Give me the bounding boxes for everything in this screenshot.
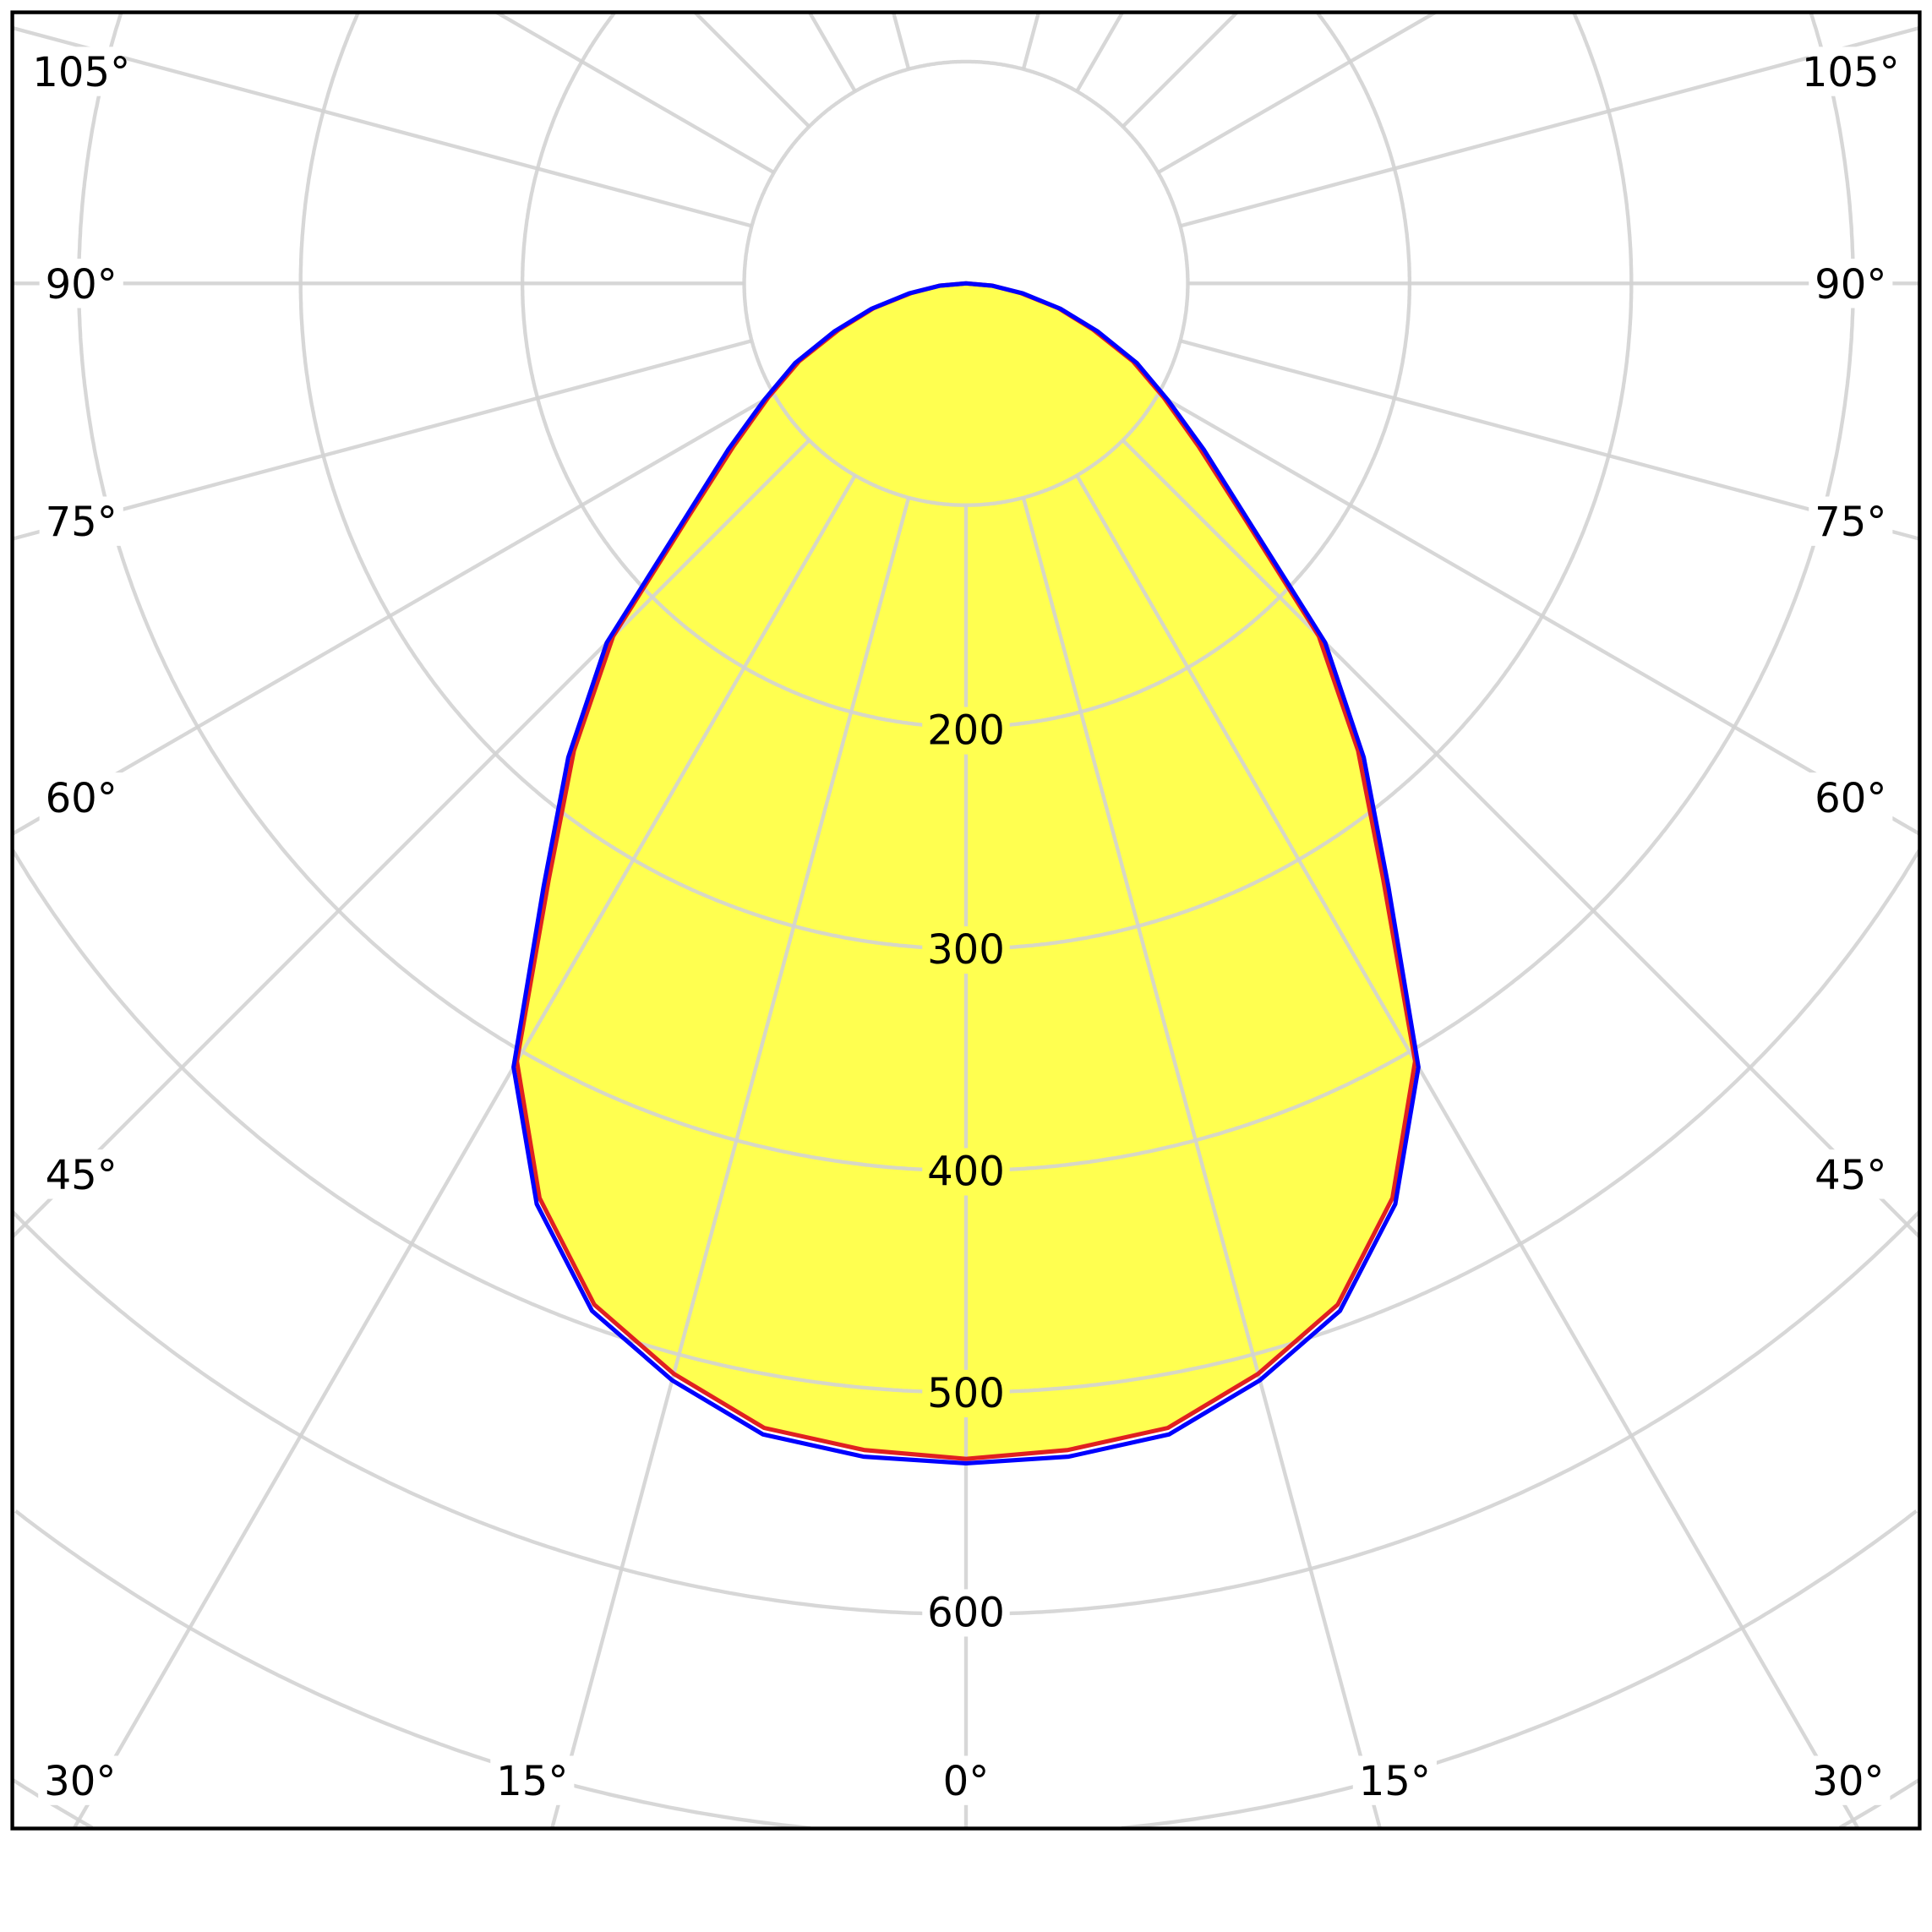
curve-layer [511, 281, 1421, 1465]
angle-label-bottom-bg [490, 1755, 575, 1805]
grid-ray--75 [12, 339, 753, 541]
angle-label-right-bg [1809, 46, 1893, 96]
grid-ray--15 [550, 497, 911, 1830]
grid-ray--60 [11, 392, 775, 836]
plot-frame [10, 10, 1922, 1831]
grid-ray--165 [891, 12, 911, 70]
angle-label-right: 75° [1815, 499, 1886, 546]
angle-label-bottom-bg [38, 1755, 123, 1805]
grid-ray--120 [495, 10, 775, 175]
grid-ray--150 [807, 11, 857, 93]
radial-label: 400 [927, 1149, 1005, 1196]
angle-label-right: 90° [1815, 261, 1886, 308]
angle-label-left: 90° [46, 261, 117, 308]
angle-label-left: 105° [32, 49, 130, 96]
grid-ray-75 [1179, 339, 1920, 541]
grid-ray-135 [1122, 11, 1239, 128]
grid-ray-165 [1021, 12, 1041, 70]
grid-layer [11, 10, 1921, 1831]
radial-label: 300 [927, 926, 1005, 974]
grid-ray-15 [1021, 497, 1382, 1830]
grid-ray-45 [1122, 439, 1921, 1239]
angle-label-bottom-bg [1352, 1755, 1437, 1805]
angle-label-right: 45° [1815, 1152, 1886, 1199]
angle-label-bottom: 30° [1812, 1758, 1884, 1805]
radial-label-bg [922, 1148, 1010, 1196]
grid-ray-105 [1179, 25, 1920, 228]
angle-label-left: 60° [46, 775, 117, 822]
angle-label-bottom-bg [924, 1755, 1008, 1805]
angle-label-left-bg [39, 1149, 123, 1199]
radial-label: 500 [927, 1370, 1005, 1417]
angle-label-right-bg [1809, 259, 1893, 308]
radial-label: 200 [927, 707, 1005, 755]
intensity-curve-2 [511, 281, 1421, 1465]
angle-label-bottom: 15° [1359, 1758, 1431, 1805]
angle-label-left: 45° [46, 1152, 117, 1199]
angle-label-right: 60° [1815, 775, 1886, 822]
angle-label-right-bg [1809, 496, 1893, 546]
angle-label-right: 105° [1802, 49, 1900, 96]
grid-ray-30 [1075, 474, 1860, 1830]
grid-ray--30 [72, 474, 857, 1830]
angle-label-bottom: 0° [943, 1758, 990, 1805]
radial-label: 600 [927, 1589, 1005, 1636]
grid-ray--105 [12, 25, 753, 228]
angle-label-left: 75° [46, 499, 117, 546]
grid-ray-120 [1157, 10, 1437, 175]
angle-label-right-bg [1809, 772, 1893, 822]
radial-label-bg [922, 926, 1010, 974]
grid-ray--135 [693, 11, 810, 128]
angle-label-left-bg [39, 772, 123, 822]
radial-label-bg [922, 1589, 1010, 1637]
angle-label-left-bg [39, 46, 123, 96]
angle-label-bottom: 30° [44, 1758, 116, 1805]
radial-label-bg [922, 1369, 1010, 1417]
angle-label-bottom: 15° [496, 1758, 568, 1805]
angle-label-right-bg [1809, 1149, 1893, 1199]
label-layer: 105° 90° 75° 60° 45° 105° 90° 75° 60° 45° 30° 15° 0°… [32, 46, 1900, 1805]
grid-ray-150 [1075, 11, 1125, 93]
grid-ray--45 [11, 439, 810, 1239]
radial-label-bg [922, 707, 1010, 755]
grid-ring-700 [14, 1509, 1918, 1831]
plot-area [11, 10, 1921, 1831]
grid-ring-200 [520, 12, 1412, 729]
angle-label-left-bg [39, 259, 123, 308]
grid-ring-300 [298, 12, 1634, 951]
angle-label-left-bg [39, 496, 123, 546]
grid-ray-60 [1157, 392, 1921, 836]
angle-label-bottom-bg [1806, 1755, 1891, 1805]
